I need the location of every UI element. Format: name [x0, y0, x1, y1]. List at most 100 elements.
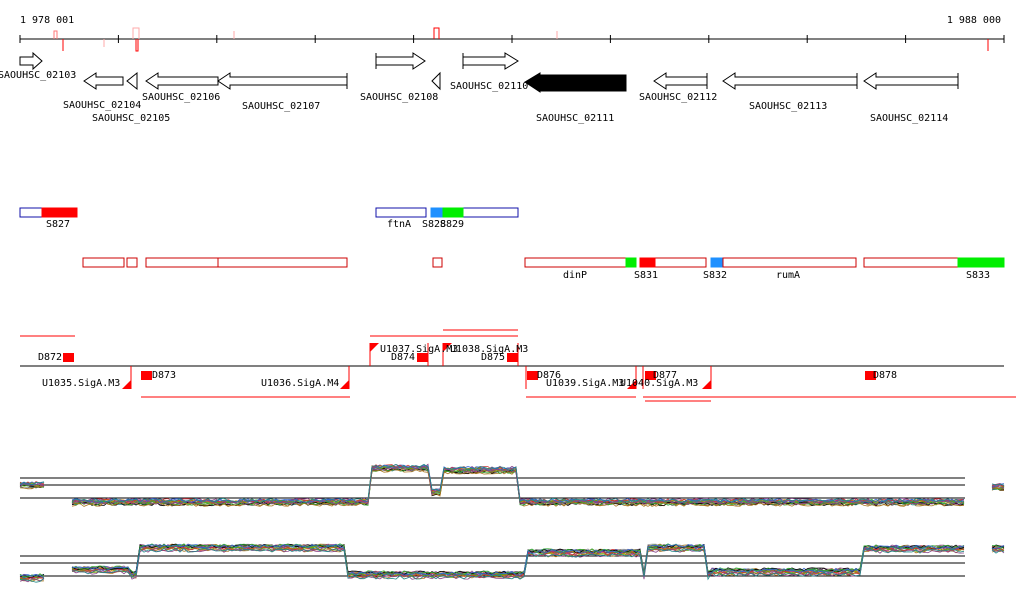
gene-arrow-plus[interactable]: [19, 51, 43, 71]
feature-track: D872 U1035.SigA.M3 D873 U1036.SigA.M4 U1…: [20, 329, 1016, 402]
segment-label: ftnA: [387, 219, 411, 230]
profile-line: [71, 544, 965, 577]
segment-label: S833: [966, 270, 990, 281]
feature-d876[interactable]: [527, 371, 538, 380]
segment-ftna-box[interactable]: [375, 207, 427, 218]
profile-line: [19, 574, 45, 579]
gene-arrow-minus[interactable]: [863, 72, 959, 90]
profile-line: [992, 545, 1005, 549]
feature-d875[interactable]: [507, 353, 518, 362]
segment-label: rumA: [776, 270, 800, 281]
segment-label: dinP: [563, 270, 587, 281]
segment-s829-block[interactable]: [442, 207, 464, 218]
profile-line: [991, 485, 1005, 489]
gene-saouhsc-02104[interactable]: SAOUHSC_02104: [63, 72, 141, 111]
segment-label: S828: [422, 219, 446, 230]
gene-label: SAOUHSC_02103: [0, 70, 76, 81]
gene-saouhsc-02113[interactable]: SAOUHSC_02113: [722, 72, 858, 112]
profile-line: [19, 578, 45, 583]
gene-arrow-plus[interactable]: [462, 52, 519, 70]
coordinate-ruler: 1 978 001 1 988 000: [19, 15, 1005, 52]
ruler-start-label: 1 978 001: [20, 15, 74, 26]
feature-d874[interactable]: [417, 353, 428, 362]
feature-d877[interactable]: [645, 371, 656, 380]
feature-label: D874: [391, 352, 415, 363]
gene-saouhsc-02110[interactable]: SAOUHSC_02110: [450, 52, 528, 92]
gene-saouhsc-02103[interactable]: SAOUHSC_02103: [0, 51, 76, 81]
expression-profile-minus: [19, 543, 1005, 583]
segment-box[interactable]: [432, 257, 443, 268]
feature-blocks: [63, 353, 876, 380]
profile-line: [19, 486, 45, 490]
segment-box[interactable]: [82, 257, 125, 268]
gene-arrow-minus[interactable]: [722, 72, 858, 90]
segment-s832-block[interactable]: [710, 257, 724, 268]
gene-saouhsc-02105[interactable]: SAOUHSC_02105: [92, 71, 170, 124]
segment-s828-block[interactable]: [430, 207, 444, 218]
segment-box[interactable]: [145, 257, 219, 268]
segment-label: S832: [703, 270, 727, 281]
promoter-brackets: [130, 343, 712, 389]
segment-box[interactable]: [217, 257, 348, 268]
profile-line: [71, 466, 965, 505]
feature-label: D873: [152, 370, 176, 381]
gene-label: SAOUHSC_02105: [92, 113, 170, 124]
profile-line: [991, 487, 1005, 490]
profile-line: [991, 483, 1005, 486]
promoter-u1040[interactable]: [702, 380, 711, 389]
gene-saouhsc-02106[interactable]: SAOUHSC_02106: [142, 72, 220, 103]
gene-arrow-fragment[interactable]: [431, 71, 441, 91]
feature-range-lines: [20, 329, 1016, 402]
segment-label: S831: [634, 270, 658, 281]
feature-label: D875: [481, 352, 505, 363]
feature-label: U1038.SigA.M3: [450, 344, 528, 355]
gene-arrow-minus[interactable]: [83, 72, 124, 90]
gene-label: SAOUHSC_02110: [450, 81, 528, 92]
gene-arrow-plus[interactable]: [375, 52, 426, 70]
segment-label: S827: [46, 219, 70, 230]
segment-s833-block[interactable]: [957, 257, 1005, 268]
ruler-markers: [53, 27, 989, 52]
feature-label: D876: [537, 370, 561, 381]
gene-saouhsc-02114[interactable]: SAOUHSC_02114: [863, 72, 959, 124]
gene-label: SAOUHSC_02113: [749, 101, 827, 112]
segment-ruma-box[interactable]: [722, 257, 857, 268]
gene-label: SAOUHSC_02108: [360, 92, 438, 103]
segment-s831-block[interactable]: [639, 257, 656, 268]
gene-arrow-minus[interactable]: [145, 72, 219, 90]
ruler-ticks: [19, 35, 1005, 43]
profile-line: [71, 463, 965, 503]
segment-s827-block[interactable]: [41, 207, 78, 218]
gene-arrow-minus[interactable]: [653, 72, 708, 90]
gene-label: SAOUHSC_02106: [142, 92, 220, 103]
gene-arrow-minus[interactable]: [126, 71, 138, 91]
promoter-u1038[interactable]: [443, 343, 452, 352]
gene-arrow-highlighted[interactable]: [524, 72, 627, 93]
promoter-u1037[interactable]: [370, 343, 379, 352]
feature-d872[interactable]: [63, 353, 74, 362]
promoter-markers: [122, 343, 711, 389]
gene-saouhsc-02108[interactable]: SAOUHSC_02108: [360, 52, 441, 103]
promoter-u1039[interactable]: [627, 380, 636, 389]
feature-label: U1039.SigA.M3: [546, 378, 624, 389]
segment-green-block[interactable]: [625, 257, 637, 268]
feature-label: D877: [653, 370, 677, 381]
profile-line: [71, 543, 965, 576]
feature-d873[interactable]: [141, 371, 152, 380]
ruler-end-label: 1 988 000: [947, 15, 1001, 26]
segment-dinp-box[interactable]: [524, 257, 627, 268]
segment-box[interactable]: [126, 257, 138, 268]
segment-track-plus: S827 ftnA S828 S829: [19, 207, 519, 230]
profile-line: [19, 577, 45, 583]
profile-line: [991, 545, 1005, 550]
gene-arrow-minus[interactable]: [217, 72, 348, 90]
feature-label: D878: [873, 370, 897, 381]
gene-saouhsc-02107[interactable]: SAOUHSC_02107: [217, 72, 348, 112]
promoter-u1036[interactable]: [340, 380, 349, 389]
segment-track-minus: dinP S831 S832 rumA S833: [82, 257, 1005, 281]
gene-saouhsc-02111[interactable]: SAOUHSC_02111: [524, 72, 627, 124]
gene-saouhsc-02112[interactable]: SAOUHSC_02112: [639, 72, 717, 103]
promoter-u1035[interactable]: [122, 380, 131, 389]
feature-d878[interactable]: [865, 371, 876, 380]
